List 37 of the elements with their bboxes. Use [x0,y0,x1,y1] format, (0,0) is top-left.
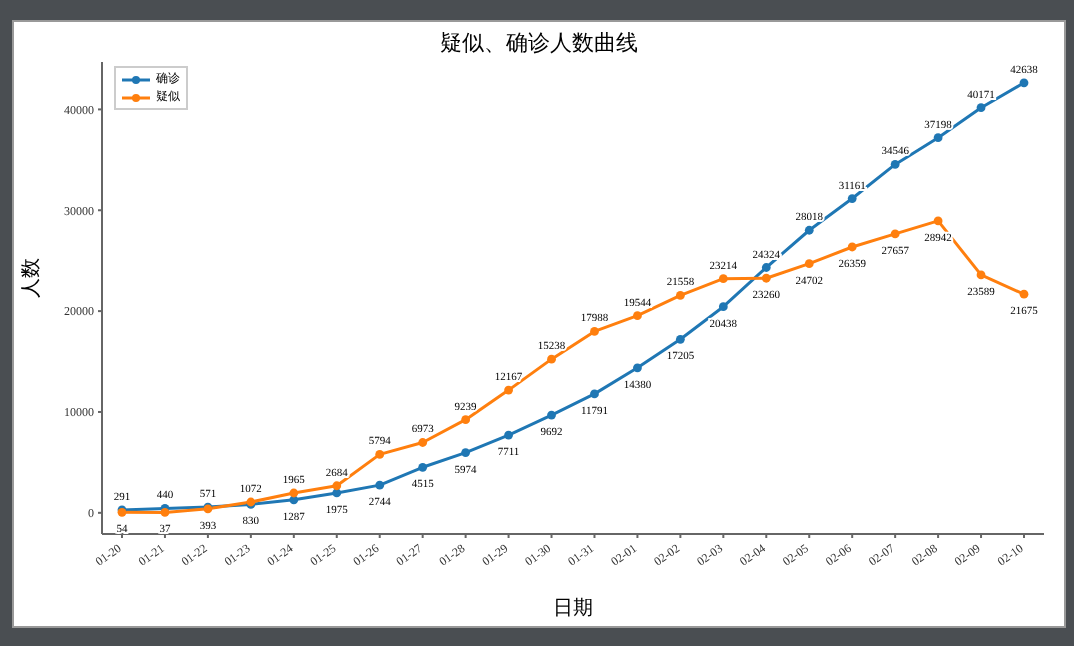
point [718,274,728,284]
point [1019,289,1029,299]
point [590,327,599,336]
point [847,194,857,203]
point [847,242,857,252]
point [675,334,685,344]
point [375,449,385,459]
point [461,448,471,457]
point [375,480,385,490]
point [504,430,513,440]
y-axis-title: 人数 [21,258,44,298]
point [675,291,685,300]
point [761,273,771,283]
point [890,229,900,239]
point [332,481,342,491]
point [547,354,556,364]
point [804,259,814,269]
point [718,302,728,312]
point [633,311,642,321]
point [461,415,471,425]
point [1019,78,1029,88]
point [761,263,771,272]
point [547,410,556,420]
point [976,103,986,113]
point [418,438,428,447]
point [289,488,299,498]
point [976,270,986,280]
point [504,385,513,395]
point [890,160,900,169]
point [633,363,642,373]
point [933,216,943,226]
chart-title: 疑似、确诊人数曲线 [438,28,640,58]
x-axis-title: 日期 [553,596,593,620]
point [933,133,943,143]
point [418,462,428,472]
point [804,225,814,235]
point [590,389,599,399]
